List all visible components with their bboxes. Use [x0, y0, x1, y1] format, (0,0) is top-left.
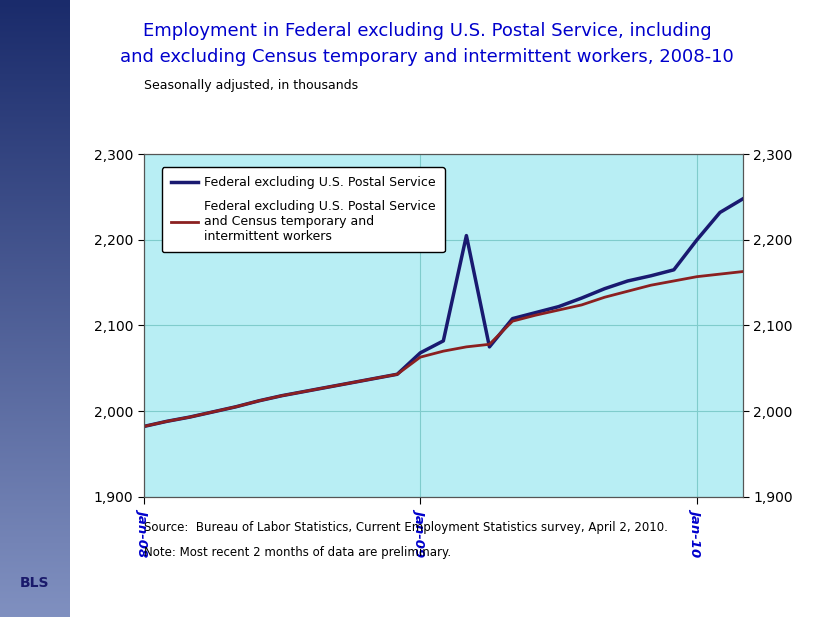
Text: Seasonally adjusted, in thousands: Seasonally adjusted, in thousands	[144, 79, 358, 92]
Legend: Federal excluding U.S. Postal Service, Federal excluding U.S. Postal Service
and: Federal excluding U.S. Postal Service, F…	[162, 167, 445, 252]
Text: Source:  Bureau of Labor Statistics, Current Employment Statistics survey, April: Source: Bureau of Labor Statistics, Curr…	[144, 521, 667, 534]
Text: BLS: BLS	[21, 576, 49, 590]
Text: and excluding Census temporary and intermittent workers, 2008-10: and excluding Census temporary and inter…	[120, 48, 734, 66]
Text: Note: Most recent 2 months of data are preliminary.: Note: Most recent 2 months of data are p…	[144, 546, 451, 559]
Text: Employment in Federal excluding U.S. Postal Service, including: Employment in Federal excluding U.S. Pos…	[143, 22, 711, 39]
